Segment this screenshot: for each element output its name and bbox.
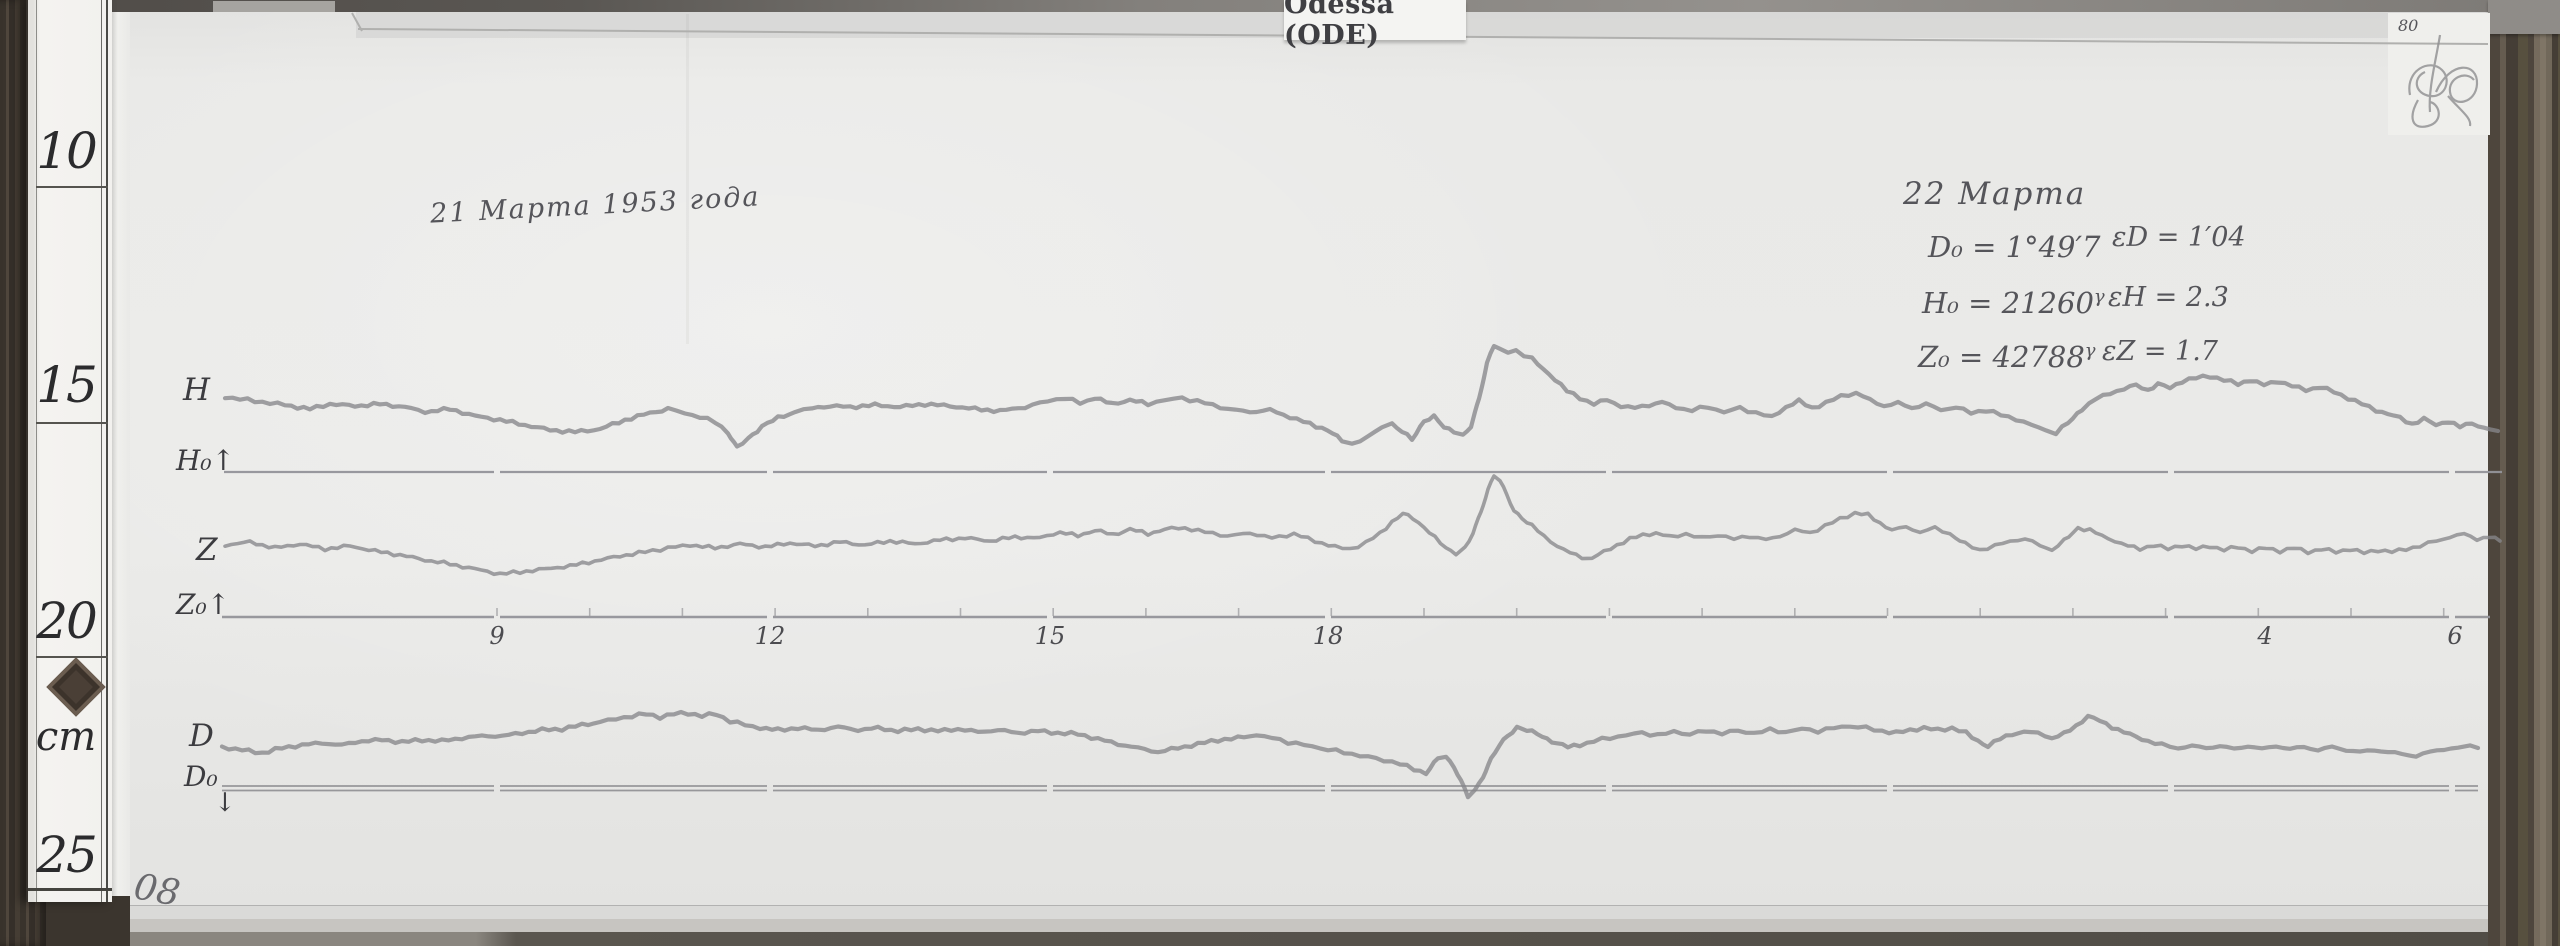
trace-label-Z: Z xyxy=(196,532,218,568)
paper-left-edge xyxy=(108,12,130,906)
up-arrow-icon: ↑ xyxy=(211,444,236,477)
ruler-bottom-edge xyxy=(28,888,112,891)
backing-board-top-edge xyxy=(40,0,2490,13)
ruler-edge-line xyxy=(106,0,108,902)
ruler-divider xyxy=(36,422,108,424)
wood-grain-highlight xyxy=(2534,30,2552,946)
axis-tick-label: 6 xyxy=(2447,622,2463,650)
ruler-mark-10: 10 xyxy=(36,122,98,180)
scale-value-Z: εZ = 1.7 xyxy=(2102,336,2218,367)
trace-label-D: D xyxy=(189,718,214,754)
baseline-value-D0: D₀ = 1°49′7 xyxy=(1928,230,2101,264)
ruler-maker-diamond-icon xyxy=(46,657,106,717)
backing-board-corner xyxy=(2488,0,2560,34)
station-label: Odessa (ODE) xyxy=(1284,0,1395,51)
magnetogram-paper xyxy=(30,12,2490,908)
baseline-value-H0: H₀ = 21260γ xyxy=(1922,286,2105,320)
trace-label-D0: D₀ xyxy=(184,760,218,793)
bottom-left-number: 08 xyxy=(130,866,184,915)
paper-tab xyxy=(213,1,335,12)
ruler-inner-line xyxy=(36,0,37,902)
backing-bottom-edge xyxy=(128,919,2488,932)
axis-tick-label: 15 xyxy=(1034,622,1066,650)
paper-bottom-edge xyxy=(128,905,2488,920)
axis-tick-label: 12 xyxy=(754,622,786,650)
ruler-mark-15: 15 xyxy=(36,356,98,414)
station-label-card: Odessa (ODE) xyxy=(1284,0,1466,51)
ruler-inner-line xyxy=(101,0,102,902)
paper-crease xyxy=(686,14,689,344)
down-arrow-icon: ↓ xyxy=(214,788,236,818)
ruler-unit-label: cm xyxy=(35,714,97,760)
trace-label-H0: H₀↑ xyxy=(176,444,236,477)
axis-tick-label: 18 xyxy=(1312,622,1344,650)
trace-label-Z0: Z₀↑ xyxy=(176,588,231,621)
corner-number: 80 xyxy=(2398,16,2419,35)
scale-value-H: εH = 2.3 xyxy=(2108,282,2229,313)
up-arrow-icon: ↑ xyxy=(206,588,231,621)
axis-tick-label: 9 xyxy=(489,622,505,650)
ruler-divider xyxy=(36,656,108,658)
baseline-value-Z0: Z₀ = 42788γ xyxy=(1918,340,2096,374)
date-annotation-right: 22 Марта xyxy=(1903,176,2087,212)
ruler-divider xyxy=(36,186,108,188)
ruler: 10 15 20 cm 25 xyxy=(26,0,112,902)
trace-label-H: H xyxy=(183,372,211,408)
table-shadow-strip xyxy=(46,932,2488,946)
scale-value-D: εD = 1′04 xyxy=(2112,222,2246,253)
axis-tick-label: 4 xyxy=(2257,622,2273,650)
ruler-mark-20: 20 xyxy=(36,592,98,650)
ruler-mark-25: 25 xyxy=(36,826,98,884)
